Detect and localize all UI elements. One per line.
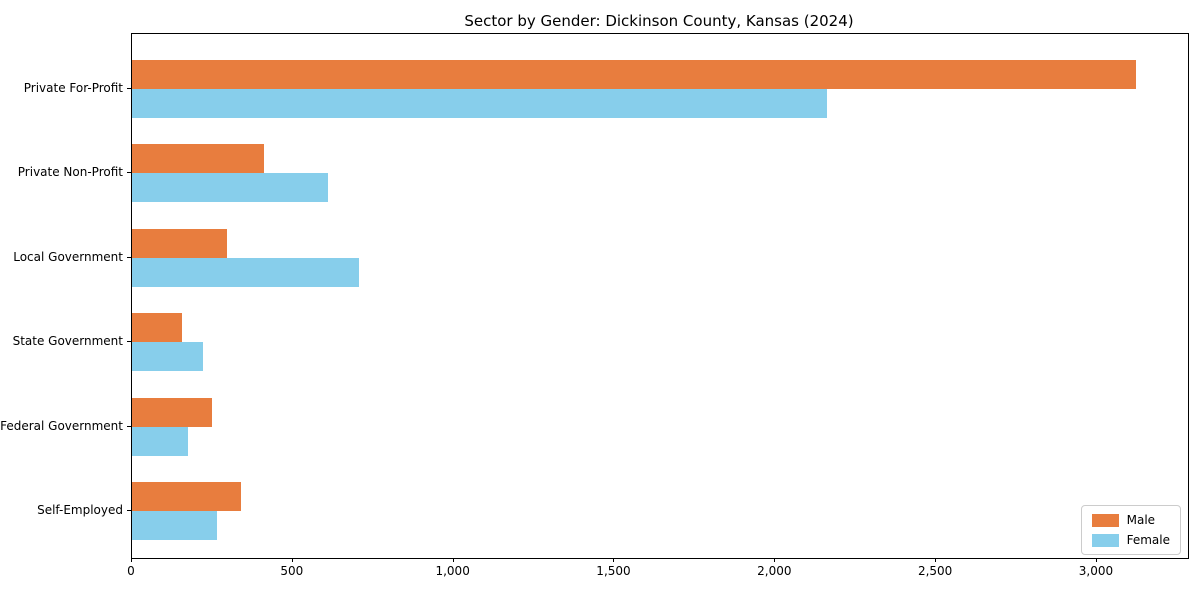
y-tick-mark bbox=[127, 341, 131, 343]
y-tick-label: Self-Employed bbox=[37, 503, 123, 517]
female-color-swatch bbox=[1091, 533, 1119, 547]
male-color-swatch bbox=[1091, 513, 1119, 527]
plot-area: Male Female bbox=[131, 33, 1189, 559]
y-tick-mark bbox=[127, 88, 131, 89]
y-tick-label: Federal Government bbox=[0, 418, 123, 433]
x-tick-label: 2,500 bbox=[917, 564, 953, 578]
bar-female-5 bbox=[132, 511, 218, 540]
x-tick-mark bbox=[774, 558, 776, 562]
y-tick-label: State Government bbox=[12, 334, 123, 349]
bar-male-1 bbox=[132, 144, 264, 174]
x-tick-mark bbox=[131, 558, 132, 562]
bar-male-4 bbox=[132, 397, 213, 427]
x-tick-label: 1,500 bbox=[596, 564, 631, 578]
bar-female-0 bbox=[132, 89, 827, 118]
x-tick-mark bbox=[613, 558, 615, 562]
y-tick-mark bbox=[127, 510, 131, 511]
y-tick-label: Private Non-Profit bbox=[17, 165, 123, 180]
y-tick-mark bbox=[127, 425, 131, 427]
legend-label-female: Female bbox=[1126, 533, 1170, 547]
bar-female-1 bbox=[132, 173, 329, 203]
x-tick-label: 500 bbox=[280, 564, 304, 578]
legend-item-female: Female bbox=[1091, 533, 1170, 547]
chart-title: Sector by Gender: Dickinson County, Kans… bbox=[464, 12, 854, 30]
x-tick-label: 2,000 bbox=[757, 564, 792, 578]
x-tick-mark bbox=[452, 558, 454, 562]
bar-male-2 bbox=[132, 228, 227, 258]
x-tick-mark bbox=[1095, 558, 1097, 562]
bar-male-5 bbox=[132, 482, 242, 511]
x-tick-mark bbox=[291, 558, 293, 562]
x-tick-label: 1,000 bbox=[435, 564, 470, 578]
bar-female-3 bbox=[132, 342, 203, 372]
legend: Male Female bbox=[1080, 505, 1181, 555]
x-tick-label: 0 bbox=[127, 564, 135, 578]
y-tick-label: Private For-Profit bbox=[23, 81, 123, 95]
x-tick-mark bbox=[935, 558, 937, 562]
bar-male-3 bbox=[132, 313, 182, 343]
y-tick-label: Local Government bbox=[13, 249, 123, 264]
bar-female-2 bbox=[132, 257, 359, 287]
legend-item-male: Male bbox=[1091, 513, 1170, 527]
y-tick-mark bbox=[127, 172, 131, 174]
y-tick-mark bbox=[127, 256, 131, 258]
bar-male-0 bbox=[132, 60, 1136, 89]
x-tick-label: 3,000 bbox=[1078, 564, 1114, 578]
bar-female-4 bbox=[132, 426, 189, 456]
legend-label-male: Male bbox=[1126, 513, 1156, 527]
